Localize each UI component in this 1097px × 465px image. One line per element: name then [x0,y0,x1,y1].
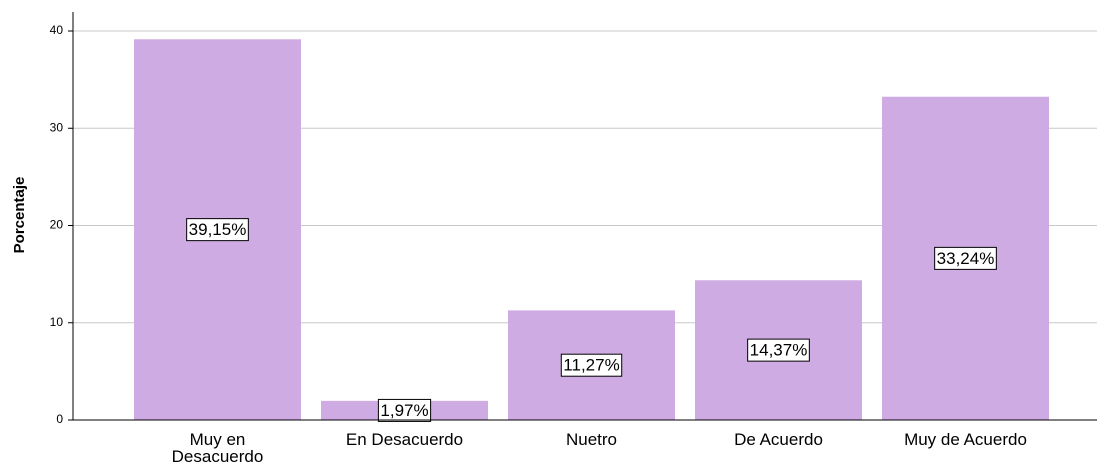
value-label-box [377,398,432,422]
value-label-box [934,246,997,270]
y-tick-label: 10 [50,315,64,329]
x-tick-label: Nuetro [565,430,618,449]
y-axis-label: Porcentaje [11,177,28,254]
value-label-box [560,353,623,377]
y-tick-label: 40 [50,23,64,37]
x-tick-label: De Acuerdo [734,430,823,449]
value-label: 33,24% [937,249,995,268]
x-tick-label: En Desacuerdo [345,430,464,449]
y-tick-label: 30 [50,120,64,134]
y-tick-label: 0 [56,412,63,426]
value-label: 14,37% [750,341,808,360]
value-label-box [747,338,810,362]
value-label: 11,27% [563,356,619,375]
y-tick-label: 20 [50,218,64,232]
value-label: 39,15% [189,220,247,239]
value-label-box [186,218,249,242]
x-tick-label: Muy de Acuerdo [904,430,1027,449]
value-label: 1,97% [380,401,428,420]
x-tick-label: Muy en Desacuerdo [171,430,264,465]
